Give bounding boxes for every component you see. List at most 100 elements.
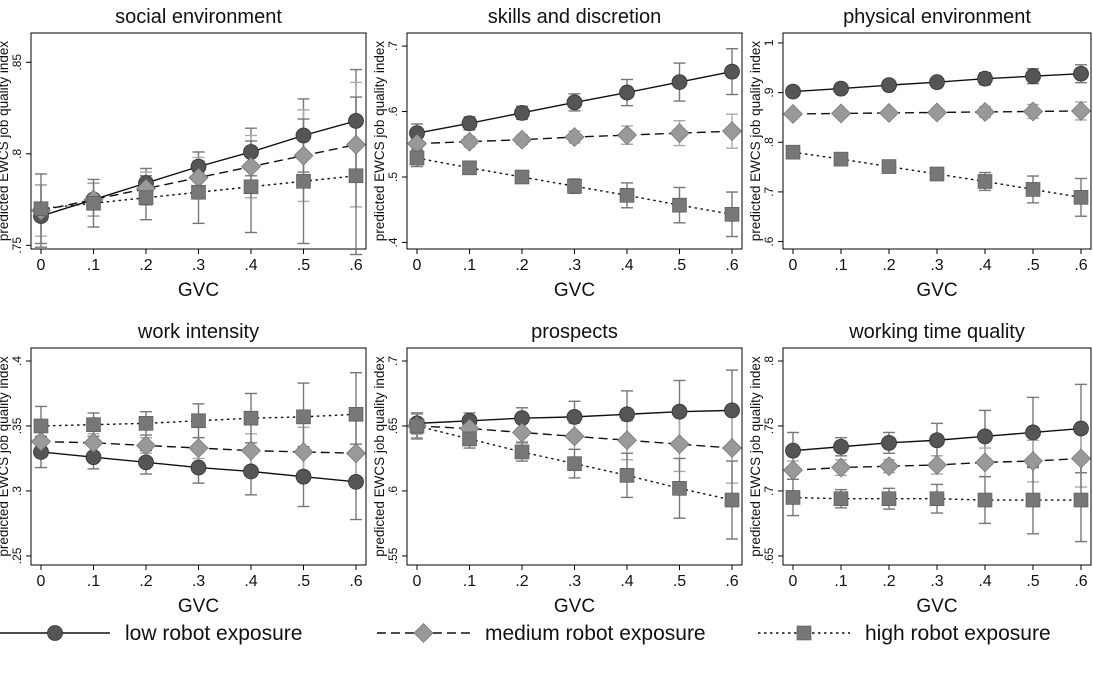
data-point — [566, 408, 583, 425]
data-point — [785, 442, 801, 459]
data-point — [672, 481, 687, 496]
data-point — [785, 490, 801, 505]
x-tick-label: 0 — [789, 573, 798, 590]
y-tick-label: .9 — [762, 87, 776, 97]
legend-marker — [796, 625, 812, 641]
y-tick-label: .6 — [762, 236, 776, 246]
plot-frame — [782, 32, 1092, 250]
x-tick-label: .5 — [673, 257, 686, 274]
data-point — [83, 432, 104, 453]
x-tick-label: 0 — [413, 257, 422, 274]
x-axis-label: GVC — [554, 596, 595, 617]
data-point — [348, 473, 364, 490]
y-tick-label: .25 — [10, 547, 24, 564]
x-tick-label: .6 — [1074, 257, 1087, 274]
data-point — [348, 406, 364, 422]
data-point — [566, 94, 583, 111]
data-point — [567, 178, 582, 194]
x-tick-label: .3 — [568, 573, 581, 590]
y-tick-label: .5 — [386, 172, 400, 182]
data-point — [138, 454, 154, 471]
y-tick-label: .3 — [10, 486, 24, 496]
x-axis-label: GVC — [916, 280, 957, 301]
panel-title: skills and discretion — [488, 6, 661, 28]
data-point — [669, 123, 690, 144]
x-tick-label: .5 — [1026, 573, 1039, 590]
data-point — [1073, 420, 1089, 437]
x-tick-label: .4 — [244, 257, 257, 274]
x-tick-label: .2 — [515, 257, 528, 274]
data-point — [977, 70, 993, 87]
data-point — [929, 432, 945, 449]
x-tick-label: .6 — [349, 257, 362, 274]
data-point — [514, 444, 530, 460]
x-tick-label: .5 — [673, 573, 686, 590]
y-tick-label: .4 — [10, 356, 24, 366]
x-tick-label: 0 — [37, 573, 46, 590]
data-point — [833, 438, 849, 455]
x-tick-label: .3 — [192, 257, 205, 274]
data-point — [724, 63, 740, 80]
data-point — [190, 459, 207, 476]
data-point — [975, 102, 995, 122]
data-point — [295, 127, 312, 144]
data-point — [671, 403, 688, 420]
data-point — [927, 102, 947, 123]
data-point — [977, 428, 993, 445]
data-point — [1073, 65, 1089, 82]
data-point — [879, 456, 899, 477]
data-point — [1071, 101, 1091, 121]
data-point — [243, 179, 259, 195]
data-point — [348, 168, 364, 184]
data-point — [243, 410, 259, 426]
x-tick-label: .4 — [978, 257, 991, 274]
data-point — [512, 129, 532, 150]
data-point — [929, 491, 945, 507]
x-tick-label: .1 — [834, 573, 847, 590]
x-tick-label: .4 — [620, 573, 633, 590]
y-tick-label: .7 — [762, 187, 776, 197]
data-point — [1071, 448, 1091, 469]
data-point — [241, 156, 261, 177]
data-point — [879, 103, 899, 123]
data-point — [1025, 424, 1041, 441]
x-tick-label: 0 — [789, 257, 798, 274]
data-point — [512, 422, 532, 443]
data-point — [617, 430, 637, 451]
x-tick-label: .1 — [834, 257, 847, 274]
panel-title: prospects — [531, 321, 618, 343]
x-tick-label: .4 — [244, 573, 257, 590]
data-point — [881, 159, 897, 174]
data-point — [783, 460, 803, 481]
data-point — [462, 431, 477, 447]
data-point — [296, 173, 311, 189]
data-point — [191, 184, 206, 200]
y-axis-label: predicted EWCS job quality index — [0, 356, 11, 557]
data-point — [1025, 68, 1041, 85]
y-tick-label: .4 — [386, 237, 400, 247]
x-tick-label: .3 — [192, 573, 205, 590]
x-tick-label: .6 — [1074, 573, 1087, 590]
data-point — [191, 413, 206, 429]
data-point — [831, 457, 851, 478]
y-axis-label: predicted EWCS job quality index — [372, 356, 387, 557]
x-tick-label: .1 — [87, 257, 100, 274]
y-axis-label: predicted EWCS job quality index — [0, 41, 11, 242]
data-point — [929, 166, 945, 182]
y-tick-label: .35 — [10, 417, 24, 434]
data-point — [1023, 101, 1043, 122]
data-point — [724, 207, 740, 222]
data-point — [564, 426, 585, 447]
x-tick-label: .6 — [725, 257, 738, 274]
data-point — [409, 418, 425, 434]
x-axis-label: GVC — [178, 596, 219, 617]
data-point — [619, 406, 635, 423]
data-point — [1073, 492, 1089, 508]
data-point — [1025, 182, 1041, 197]
y-axis-label: predicted EWCS job quality index — [748, 356, 763, 557]
data-point — [564, 127, 585, 147]
x-tick-label: .3 — [568, 257, 581, 274]
data-point — [348, 112, 364, 129]
data-point — [31, 431, 51, 452]
